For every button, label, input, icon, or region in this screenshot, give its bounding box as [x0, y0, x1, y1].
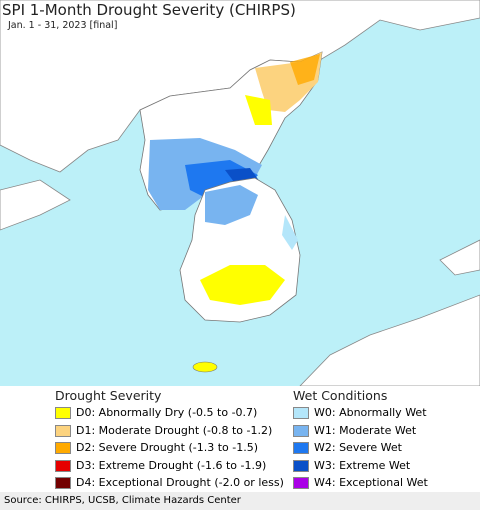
legend-label: D0: Abnormally Dry (-0.5 to -0.7) [76, 406, 258, 419]
legend-label: D2: Severe Drought (-1.3 to -1.5) [76, 441, 259, 454]
legend-item: D3: Extreme Drought (-1.6 to -1.9) [55, 458, 266, 473]
title: SPI 1-Month Drought Severity (CHIRPS) [2, 1, 296, 19]
subtitle: Jan. 1 - 31, 2023 [final] [8, 20, 118, 31]
legend-swatch [293, 477, 309, 489]
legend-item: W0: Abnormally Wet [293, 405, 427, 420]
legend-title: Wet Conditions [293, 388, 388, 403]
drought-area [200, 265, 285, 305]
legend-item: W3: Extreme Wet [293, 458, 410, 473]
legend-swatch [293, 442, 309, 454]
legend-swatch [55, 424, 71, 437]
legend-swatch [55, 477, 71, 489]
japan [299, 294, 480, 386]
legend-item: W4: Exceptional Wet [293, 475, 428, 490]
legend-label: W4: Exceptional Wet [314, 476, 428, 489]
legend-label: W1: Moderate Wet [314, 423, 417, 437]
wet-area [205, 185, 258, 225]
legend-item: D0: Abnormally Dry (-0.5 to -0.7) [55, 405, 257, 420]
legend-item: W1: Moderate Wet [293, 423, 416, 438]
legend-label: W2: Severe Wet [314, 441, 402, 454]
drought-area [245, 95, 272, 125]
source: Source: CHIRPS, UCSB, Climate Hazards Ce… [0, 492, 480, 510]
legend-item: D4: Exceptional Drought (-2.0 or less) [55, 475, 284, 490]
map [0, 0, 480, 386]
legend-item: W2: Severe Wet [293, 440, 402, 455]
legend-label: D1: Moderate Drought (-0.8 to -1.2) [76, 423, 273, 437]
legend-swatch [55, 459, 71, 472]
legend-label: D3: Extreme Drought (-1.6 to -1.9) [76, 458, 267, 472]
drought-area [290, 54, 320, 85]
legend-label: W0: Abnormally Wet [314, 406, 427, 419]
wet-area [282, 215, 298, 250]
legend-item: D1: Moderate Drought (-0.8 to -1.2) [55, 423, 272, 438]
legend-swatch [55, 442, 71, 454]
legend-swatch [55, 407, 71, 419]
legend-swatch [293, 459, 309, 472]
legend-title: Drought Severity [55, 388, 162, 403]
legend-label: W3: Extreme Wet [314, 458, 411, 472]
jeju [192, 361, 218, 373]
legend-item: D2: Severe Drought (-1.3 to -1.5) [55, 440, 258, 455]
coast-west [0, 179, 71, 231]
legend-swatch [293, 407, 309, 419]
japan-north [439, 239, 480, 276]
legend-swatch [293, 424, 309, 437]
legend-label: D4: Exceptional Drought (-2.0 or less) [76, 476, 284, 489]
